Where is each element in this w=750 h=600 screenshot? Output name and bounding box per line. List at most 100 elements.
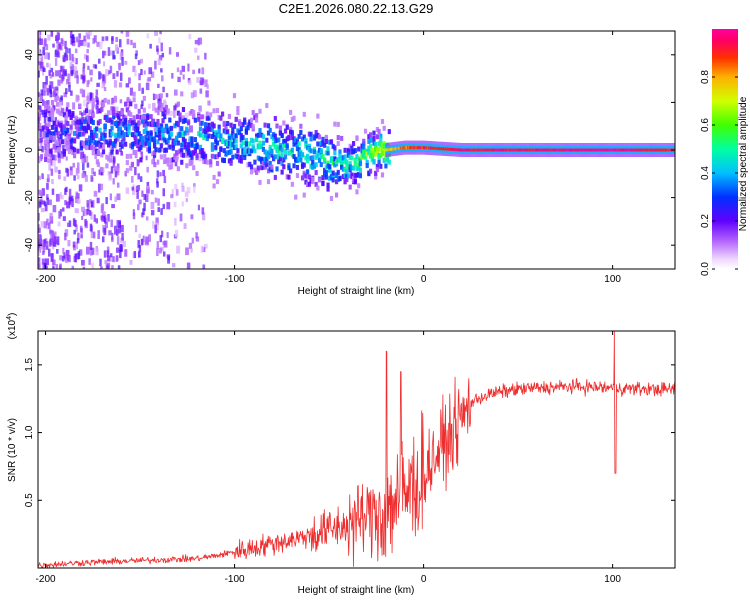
heatmap-ridge-cell	[100, 106, 104, 112]
heatmap-ridge-cell	[159, 154, 163, 160]
heatmap-ridge-cell	[200, 153, 204, 159]
heatmap-band-core	[389, 148, 391, 152]
heatmap-ridge-cell	[348, 154, 352, 160]
heatmap-ridge-cell	[134, 149, 138, 155]
heatmap-ridge-cell	[135, 143, 140, 149]
heatmap-ridge-cell	[212, 108, 216, 114]
heatmap-band-core	[549, 148, 552, 152]
heatmap-noise-cell	[157, 58, 161, 65]
heatmap-ridge-cell	[379, 133, 383, 139]
heatmap-band-core	[641, 148, 643, 152]
heatmap-noise-cell	[44, 123, 47, 130]
heatmap-ridge-cell	[249, 137, 254, 143]
heatmap-noise-cell	[137, 60, 141, 66]
heatmap-noise-cell	[41, 258, 46, 265]
heatmap-noise-cell	[146, 147, 150, 152]
heatmap-noise-cell	[86, 55, 89, 62]
heatmap-noise-cell	[171, 263, 176, 268]
heatmap-band-core	[581, 148, 584, 152]
heatmap-noise-cell	[42, 68, 45, 76]
heatmap-noise-cell	[52, 266, 55, 269]
heatmap-ridge-cell	[265, 152, 269, 158]
heatmap-noise-cell	[201, 207, 205, 215]
heatmap-ridge-cell	[375, 134, 379, 140]
heatmap-ridge-cell	[67, 135, 72, 141]
heatmap-ridge-cell	[338, 176, 342, 182]
heatmap-ridge-cell	[110, 109, 114, 115]
heatmap-noise-cell	[42, 250, 45, 255]
heatmap-noise-cell	[173, 201, 177, 208]
heatmap-noise-cell	[150, 201, 155, 209]
heatmap-band-core	[632, 148, 635, 152]
heatmap-ridge-cell	[295, 142, 300, 148]
heatmap-ridge-cell	[268, 127, 272, 133]
heatmap-ridge-cell	[156, 130, 160, 136]
heatmap-ridge-cell	[113, 121, 118, 127]
heatmap-noise-cell	[52, 43, 55, 48]
heatmap-ridge-cell	[71, 137, 75, 143]
heatmap-ridge-cell	[295, 164, 300, 170]
heatmap-band-core	[405, 146, 407, 150]
heatmap-noise-cell	[114, 169, 118, 178]
heatmap-noise-cell	[41, 146, 44, 153]
heatmap-ridge-cell	[210, 142, 214, 148]
heatmap-ridge-cell	[285, 174, 289, 180]
heatmap-noise-cell	[69, 31, 73, 38]
heatmap-noise-cell	[97, 230, 100, 240]
heatmap-noise-cell	[116, 228, 119, 236]
heatmap-ridge-cell	[346, 173, 351, 179]
heatmap-band-core	[628, 148, 630, 152]
heatmap-noise-cell	[101, 211, 106, 219]
heatmap-band-core	[487, 148, 489, 152]
heatmap-ridge-cell	[78, 120, 82, 126]
heatmap-noise-cell	[42, 262, 45, 269]
heatmap-noise-cell	[195, 236, 200, 242]
heatmap-ridge-cell	[125, 126, 129, 132]
heatmap-noise-cell	[134, 152, 138, 159]
heatmap-band-core	[598, 148, 601, 152]
heatmap-ridge-cell	[113, 138, 118, 144]
heatmap-noise-cell	[150, 210, 155, 216]
snr-series-line	[38, 331, 675, 568]
heatmap-noise-cell	[42, 88, 45, 96]
heatmap-ridge-cell	[107, 117, 111, 123]
heatmap-ridge-cell	[108, 152, 112, 158]
snr-y-axis-label: SNR (10 * v/v)	[7, 418, 18, 482]
heatmap-ridge-cell	[122, 114, 126, 120]
heatmap-band-core	[634, 148, 637, 152]
heatmap-noise-cell	[53, 233, 56, 239]
heatmap-ridge-cell	[215, 153, 220, 159]
heatmap-band-core	[386, 148, 388, 152]
heatmap-ridge-cell	[304, 143, 308, 149]
heatmap-band-core	[424, 146, 427, 150]
heatmap-ridge-cell	[355, 154, 359, 160]
heatmap-band-core	[658, 148, 660, 152]
heatmap-ridge-cell	[200, 149, 204, 155]
heatmap-ridge-cell	[297, 156, 301, 162]
heatmap-noise-cell	[181, 182, 184, 188]
heatmap-noise-cell	[65, 88, 68, 95]
heatmap-ridge-cell	[210, 146, 214, 152]
heatmap-band-core	[493, 148, 495, 152]
heatmap-ridge-cell	[231, 131, 235, 137]
heatmap-noise-cell	[82, 162, 85, 171]
heatmap-ridge-cell	[173, 153, 177, 159]
heatmap-ridge-cell	[44, 109, 48, 115]
heatmap-noise-cell	[49, 81, 54, 89]
heatmap-noise-cell	[145, 82, 150, 91]
heatmap-noise-cell	[103, 86, 107, 92]
heatmap-noise-cell	[74, 196, 78, 204]
heatmap-noise-cell	[103, 50, 107, 56]
heatmap-ridge-cell	[251, 110, 255, 116]
heatmap-noise-cell	[78, 184, 83, 192]
heatmap-band-core	[493, 148, 496, 152]
heatmap-ridge-cell	[379, 163, 383, 169]
heatmap-ridge-cell	[173, 105, 177, 111]
heatmap-noise-cell	[160, 103, 164, 110]
heatmap-ridge-cell	[367, 134, 371, 140]
heatmap-noise-cell	[109, 253, 113, 258]
heatmap-ridge-cell	[280, 132, 284, 138]
heatmap-ridge-cell	[355, 165, 359, 171]
heatmap-ridge-cell	[380, 143, 385, 149]
heatmap-noise-cell	[93, 190, 98, 197]
